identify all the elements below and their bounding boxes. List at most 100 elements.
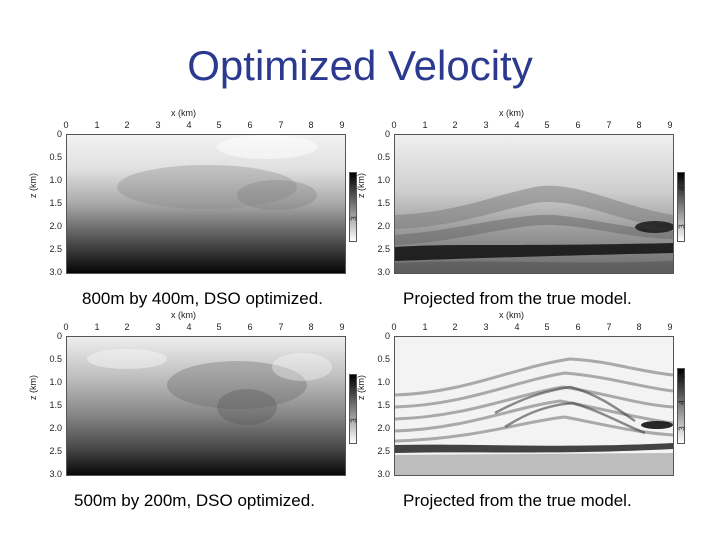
- slide-title: Optimized Velocity: [187, 42, 533, 89]
- x-tick: 4: [514, 322, 520, 332]
- x-axis-title: x (km): [171, 310, 196, 320]
- y-tick: 0.5: [377, 354, 390, 364]
- x-tick: 7: [606, 322, 612, 332]
- velocity-panel-true-model: x (km) 0 1 2 3 4 5 6 7 8 9 0 0.5 1.0 1.5…: [356, 108, 687, 283]
- y-tick: 1.0: [377, 377, 390, 387]
- y-tick: 1.5: [49, 198, 62, 208]
- y-tick: 0: [56, 331, 62, 341]
- y-tick: 2.0: [49, 423, 62, 433]
- y-tick: 0: [384, 129, 390, 139]
- y-axis-title: z (km): [356, 375, 366, 400]
- x-tick: 3: [483, 120, 489, 130]
- y-tick: 2.0: [49, 221, 62, 231]
- panel-caption: Projected from the true model.: [403, 491, 632, 510]
- y-tick: 1.0: [49, 175, 62, 185]
- x-tick: 9: [339, 120, 345, 130]
- y-tick: 0: [56, 129, 62, 139]
- y-tick: 1.0: [49, 377, 62, 387]
- y-axis-title: z (km): [356, 173, 366, 198]
- x-tick: 5: [544, 120, 550, 130]
- panel-caption: Projected from the true model.: [403, 289, 632, 308]
- x-tick: 1: [422, 322, 428, 332]
- colorbar-tick: 3: [349, 418, 359, 423]
- y-tick: 3.0: [49, 469, 62, 479]
- y-tick: 1.5: [49, 400, 62, 410]
- x-tick: 4: [186, 120, 192, 130]
- x-tick: 8: [636, 322, 642, 332]
- colorbar-tick: 4: [677, 186, 687, 191]
- y-tick: 1.5: [377, 198, 390, 208]
- colorbar-tick: 3: [677, 224, 687, 229]
- colorbar: [349, 172, 357, 242]
- velocity-image: [394, 336, 674, 476]
- colorbar: [677, 368, 685, 444]
- x-tick: 4: [186, 322, 192, 332]
- colorbar: [677, 172, 685, 242]
- x-tick: 6: [575, 322, 581, 332]
- y-tick: 2.5: [377, 446, 390, 456]
- y-tick: 0.5: [377, 152, 390, 162]
- x-tick: 6: [575, 120, 581, 130]
- x-tick: 6: [247, 322, 253, 332]
- x-tick: 1: [94, 120, 100, 130]
- colorbar-tick: 3: [677, 426, 687, 431]
- y-tick: 3.0: [377, 267, 390, 277]
- x-tick: 1: [422, 120, 428, 130]
- x-tick: 7: [606, 120, 612, 130]
- x-tick: 8: [308, 322, 314, 332]
- y-tick: 0: [384, 331, 390, 341]
- x-tick: 0: [63, 120, 69, 130]
- x-tick: 2: [124, 120, 130, 130]
- y-axis-title: z (km): [28, 375, 38, 400]
- colorbar-tick: 5: [677, 374, 687, 379]
- velocity-image: [394, 134, 674, 274]
- x-tick: 2: [452, 120, 458, 130]
- x-tick: 5: [544, 322, 550, 332]
- panel-caption: 500m by 200m, DSO optimized.: [74, 491, 315, 510]
- x-axis-title: x (km): [499, 108, 524, 118]
- y-tick: 2.5: [49, 244, 62, 254]
- x-tick: 6: [247, 120, 253, 130]
- x-tick: 8: [636, 120, 642, 130]
- x-axis-title: x (km): [499, 310, 524, 320]
- y-tick: 3.0: [377, 469, 390, 479]
- x-tick: 2: [124, 322, 130, 332]
- y-tick: 2.5: [377, 244, 390, 254]
- y-tick: 1.5: [377, 400, 390, 410]
- y-tick: 2.0: [377, 423, 390, 433]
- velocity-image: [66, 336, 346, 476]
- x-tick: 2: [452, 322, 458, 332]
- y-tick: 1.0: [377, 175, 390, 185]
- x-tick: 9: [667, 120, 673, 130]
- colorbar-tick: 4: [677, 400, 687, 405]
- x-tick: 0: [391, 322, 397, 332]
- velocity-panel-true-model-fine: x (km) 0 1 2 3 4 5 6 7 8 9 0 0.5 1.0 1.5…: [356, 310, 687, 485]
- x-tick: 9: [339, 322, 345, 332]
- x-tick: 7: [278, 120, 284, 130]
- velocity-panel-800x400: x (km) 0 1 2 3 4 5 6 7 8 9 0 0.5 1.0 1.5…: [28, 108, 359, 283]
- colorbar-tick: 3: [349, 216, 359, 221]
- velocity-image: [66, 134, 346, 274]
- y-tick: 0.5: [49, 354, 62, 364]
- x-axis-title: x (km): [171, 108, 196, 118]
- panel-caption: 800m by 400m, DSO optimized.: [82, 289, 323, 308]
- x-tick: 8: [308, 120, 314, 130]
- x-tick: 5: [216, 120, 222, 130]
- x-tick: 3: [155, 120, 161, 130]
- x-tick: 0: [391, 120, 397, 130]
- y-tick: 0.5: [49, 152, 62, 162]
- x-tick: 1: [94, 322, 100, 332]
- velocity-panel-500x200: x (km) 0 1 2 3 4 5 6 7 8 9 0 0.5 1.0 1.5…: [28, 310, 359, 485]
- x-tick: 3: [155, 322, 161, 332]
- y-tick: 2.5: [49, 446, 62, 456]
- y-tick: 2.0: [377, 221, 390, 231]
- x-tick: 3: [483, 322, 489, 332]
- x-tick: 4: [514, 120, 520, 130]
- x-tick: 5: [216, 322, 222, 332]
- x-tick: 9: [667, 322, 673, 332]
- x-tick: 7: [278, 322, 284, 332]
- x-tick: 0: [63, 322, 69, 332]
- y-axis-title: z (km): [28, 173, 38, 198]
- y-tick: 3.0: [49, 267, 62, 277]
- colorbar: [349, 374, 357, 444]
